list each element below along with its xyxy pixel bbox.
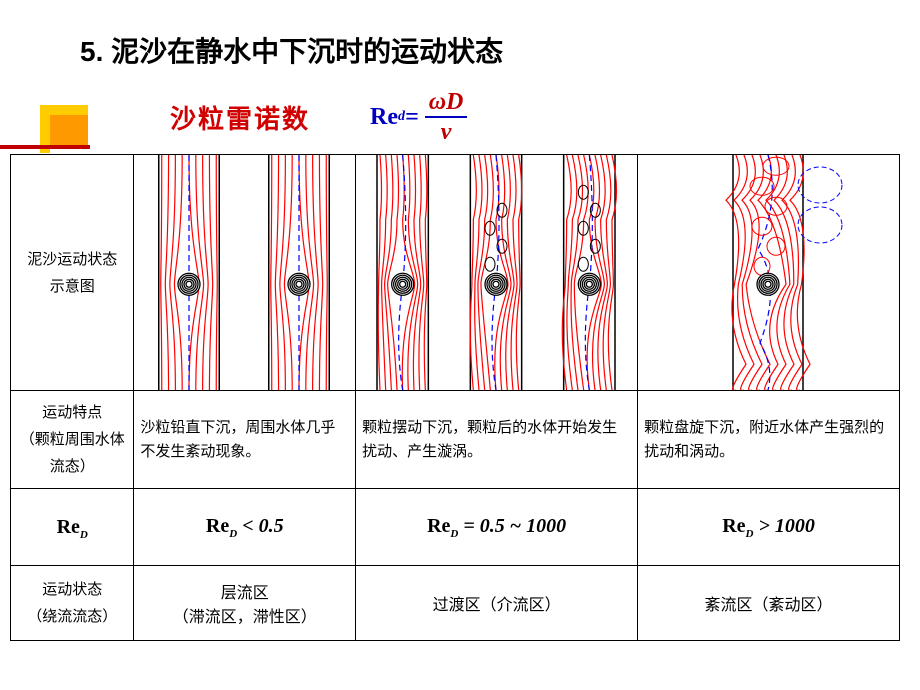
state-laminar: 层流区 （滞流区，滞性区） [134, 566, 356, 641]
state-transition: 过渡区（介流区） [356, 566, 638, 641]
row-label-state: 运动状态 （绕流流态） [11, 566, 134, 641]
feature-laminar: 沙粒铅直下沉，周围水体几乎不发生紊动现象。 [134, 391, 356, 489]
section-heading: 5. 泥沙在静水中下沉时的运动状态 [80, 30, 880, 70]
subheading: 沙粒雷诺数 [170, 99, 310, 136]
feature-transition: 颗粒摆动下沉，颗粒后的水体开始发生扰动、产生漩涡。 [356, 391, 638, 489]
state-turbulent: 紊流区（紊动区） [638, 566, 900, 641]
row-label-reynolds: ReD [11, 489, 134, 566]
diagram-cell-laminar [134, 155, 356, 391]
diagram-cell-transition [356, 155, 638, 391]
reynolds-formula: Red = ωD ν [370, 90, 467, 144]
diagram-cell-turbulent [638, 155, 900, 391]
row-label-feature: 运动特点 （颗粒周围水体流态） [11, 391, 134, 489]
slide-decoration [0, 105, 90, 165]
feature-turbulent: 颗粒盘旋下沉，附近水体产生强烈的扰动和涡动。 [638, 391, 900, 489]
row-label-diagram: 泥沙运动状态 示意图 [11, 155, 134, 391]
reynolds-transition: ReD = 0.5 ~ 1000 [356, 489, 638, 566]
reynolds-turbulent: ReD > 1000 [638, 489, 900, 566]
sediment-regime-table: 泥沙运动状态 示意图 运动特点 （颗粒周围水体流态） 沙粒铅直下沉，周围水体几乎… [10, 154, 900, 641]
reynolds-laminar: ReD < 0.5 [134, 489, 356, 566]
